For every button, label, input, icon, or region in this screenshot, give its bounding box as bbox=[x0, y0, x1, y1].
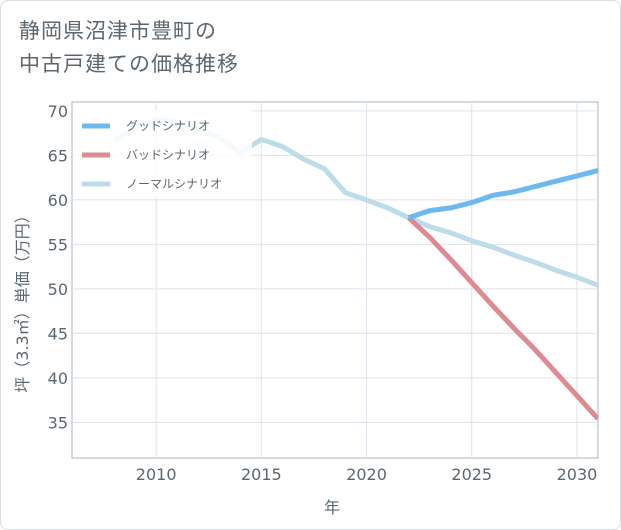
chart-title-line-1: 静岡県沼津市豊町の bbox=[19, 19, 217, 43]
y-tick-label: 40 bbox=[48, 369, 68, 388]
x-axis-title: 年 bbox=[324, 498, 340, 517]
series-line-2 bbox=[406, 215, 598, 421]
x-tick-label: 2015 bbox=[241, 465, 282, 484]
y-tick-label: 50 bbox=[48, 280, 68, 299]
x-tick-label: 2010 bbox=[136, 465, 177, 484]
y-tick-label: 60 bbox=[48, 191, 68, 210]
legend-label: ノーマルシナリオ bbox=[126, 177, 222, 191]
y-tick-label: 55 bbox=[48, 235, 68, 254]
y-tick-label: 65 bbox=[48, 146, 68, 165]
x-tick-label: 2025 bbox=[451, 465, 492, 484]
legend-label: グッドシナリオ bbox=[126, 119, 210, 133]
chart-title-line-2: 中古戸建ての価格推移 bbox=[19, 52, 239, 76]
series-line-1 bbox=[407, 168, 598, 221]
x-tick-label: 2030 bbox=[557, 465, 598, 484]
legend-label: バッドシナリオ bbox=[126, 148, 210, 162]
chart-title: 静岡県沼津市豊町の 中古戸建ての価格推移 bbox=[19, 15, 239, 81]
y-tick-label: 45 bbox=[48, 324, 68, 343]
y-tick-label: 70 bbox=[48, 102, 68, 121]
y-tick-label: 35 bbox=[48, 413, 68, 432]
x-tick-label: 2020 bbox=[346, 465, 387, 484]
y-axis-title: 坪（3.3㎡）単価（万円） bbox=[13, 207, 32, 392]
tick-labels: 2010 2015 2020 2025 2030 35 40 45 50 55 60 65 70 bbox=[48, 102, 598, 484]
grid bbox=[72, 102, 598, 458]
